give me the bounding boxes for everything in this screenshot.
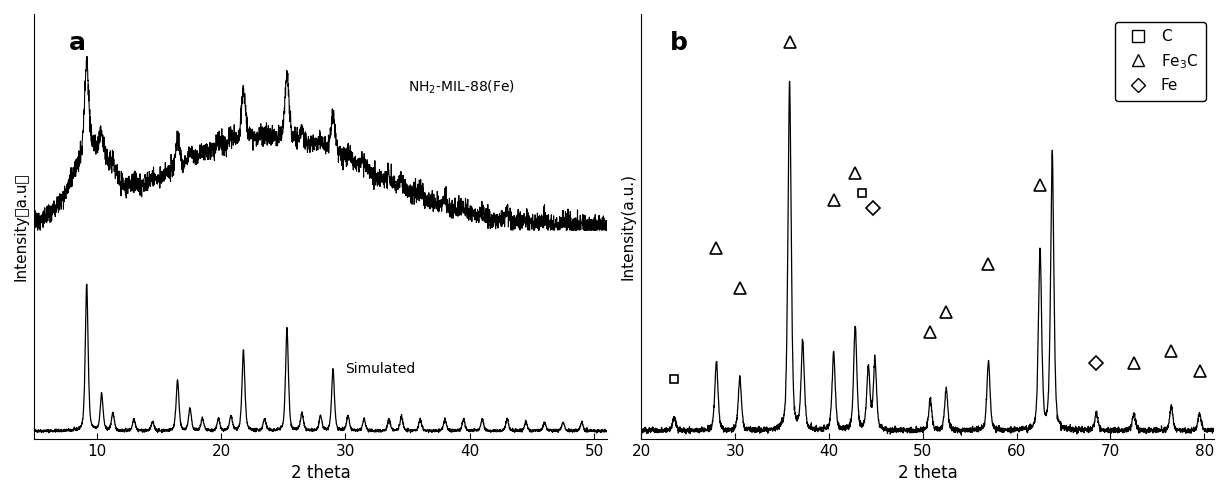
X-axis label: 2 theta: 2 theta — [290, 464, 351, 482]
Text: a: a — [69, 31, 86, 55]
Legend: C, Fe$_3$C, Fe: C, Fe$_3$C, Fe — [1116, 21, 1205, 101]
X-axis label: 2 theta: 2 theta — [898, 464, 957, 482]
Text: $\mathregular{NH_2}$-MIL-88(Fe): $\mathregular{NH_2}$-MIL-88(Fe) — [407, 78, 515, 96]
Text: Simulated: Simulated — [346, 362, 416, 376]
Text: b: b — [670, 31, 688, 55]
Y-axis label: Intensity（a.u）: Intensity（a.u） — [14, 172, 28, 281]
Y-axis label: Intensity(a.u.): Intensity(a.u.) — [621, 173, 636, 280]
